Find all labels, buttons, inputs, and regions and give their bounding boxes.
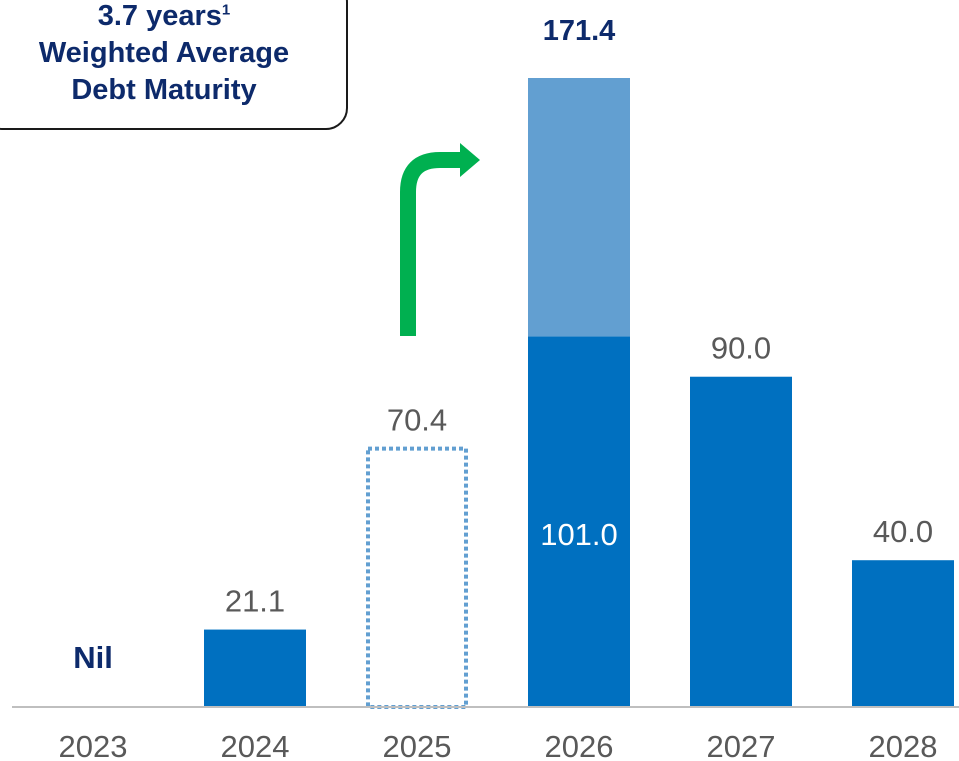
bars-group — [204, 78, 954, 709]
bar-2025-outline — [366, 446, 468, 709]
arrow-head-icon — [460, 143, 480, 177]
x-tick-2027: 2027 — [707, 729, 776, 761]
value-label-2024: 21.1 — [225, 584, 285, 619]
x-tick-2028: 2028 — [869, 729, 938, 761]
x-tick-2025: 2025 — [383, 729, 452, 761]
callout-years-line: 3.7 years1 — [97, 0, 231, 32]
value-label-2026: 101.0 — [540, 517, 618, 552]
value-label-2027: 90.0 — [711, 331, 771, 366]
labels-group: Nil 21.1 70.4 101.0 90.0 40.0 171.4 — [73, 15, 933, 675]
footnote-marker: 1 — [221, 1, 231, 19]
bar-2027 — [690, 376, 792, 707]
shift-arrow-icon — [400, 152, 462, 336]
bar-2026-upper — [528, 78, 630, 337]
x-tick-2026: 2026 — [545, 729, 614, 761]
value-label-2023: Nil — [73, 640, 113, 675]
callout-line-3: Debt Maturity — [71, 74, 257, 106]
callout-line-2: Weighted Average — [38, 37, 290, 69]
total-label-2026: 171.4 — [543, 15, 616, 47]
x-tick-2024: 2024 — [221, 729, 290, 761]
bar-2024 — [204, 629, 306, 707]
bar-2028 — [852, 560, 954, 707]
value-label-2025: 70.4 — [387, 403, 447, 438]
value-label-2028: 40.0 — [873, 514, 933, 549]
bar-2026 — [528, 336, 630, 707]
x-tick-labels: 2023 2024 2025 2026 2027 2028 — [59, 729, 938, 761]
weighted-average-maturity-callout: 3.7 years1 Weighted Average Debt Maturit… — [0, 0, 348, 130]
x-tick-2023: 2023 — [59, 729, 128, 761]
